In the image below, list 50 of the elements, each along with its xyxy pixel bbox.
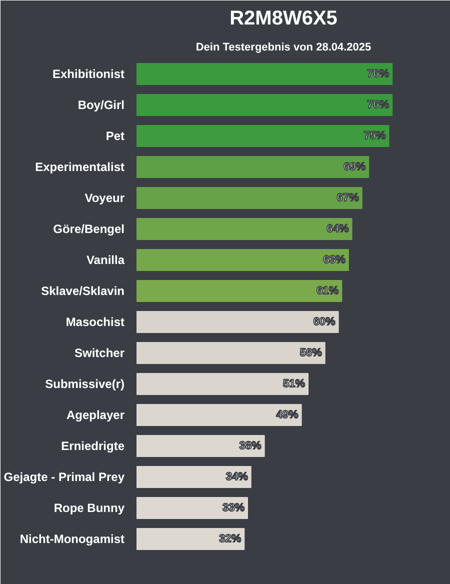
bar <box>136 372 309 396</box>
y-tick-label: Ageplayer <box>66 408 125 422</box>
bar <box>136 404 302 426</box>
y-tick-label: Göre/Bengel <box>53 222 125 236</box>
data-label: 32% <box>219 533 242 545</box>
y-tick-label: Masochist <box>66 315 125 329</box>
y-tick-label: Submissive(r) <box>45 377 125 391</box>
y-tick-label: Nicht-Monogamist <box>20 532 125 546</box>
data-label: 63% <box>323 254 346 266</box>
y-tick-label: Exhibitionist <box>52 67 125 81</box>
data-label: 69% <box>344 161 366 173</box>
data-label: 51% <box>283 378 306 390</box>
y-tick-label: Vanilla <box>86 253 125 267</box>
data-label: 76% <box>367 99 390 111</box>
chart-subtitle: Dein Testergebnis von 28.04.2025 <box>196 42 372 54</box>
data-label: 60% <box>313 316 336 328</box>
y-tick-label: Erniedrigte <box>61 439 125 453</box>
bar <box>136 280 342 302</box>
y-tick-label: Gejagte - Primal Prey <box>4 470 125 484</box>
data-label: 64% <box>326 223 350 235</box>
data-label: 56% <box>300 347 322 359</box>
bar <box>136 342 326 364</box>
data-label: 76% <box>367 68 390 80</box>
bar <box>136 310 339 334</box>
bar <box>136 496 248 520</box>
bar <box>136 124 390 148</box>
y-tick-label: Experimentalist <box>35 160 125 174</box>
y-tick-label: Sklave/Sklavin <box>41 284 124 298</box>
bar <box>136 248 349 272</box>
bar <box>136 62 393 86</box>
y-tick-label: Boy/Girl <box>78 98 125 112</box>
bar <box>136 434 265 458</box>
bar <box>136 156 370 178</box>
data-label: 38% <box>239 440 262 452</box>
data-label: 49% <box>276 409 299 421</box>
data-label: 34% <box>226 471 248 483</box>
bar <box>136 528 245 550</box>
data-label: 33% <box>222 502 245 514</box>
y-tick-label: Pet <box>106 129 125 143</box>
data-label: 67% <box>336 192 360 204</box>
bar <box>136 94 393 116</box>
y-tick-label: Voyeur <box>84 191 125 205</box>
y-tick-label: Switcher <box>74 346 125 360</box>
bar <box>136 466 252 488</box>
data-label: 75% <box>364 130 386 142</box>
bar <box>136 186 362 210</box>
chart-title: R2M8W6X5 <box>230 8 338 30</box>
bar <box>136 218 352 240</box>
data-label: 61% <box>316 285 339 297</box>
y-tick-label: Rope Bunny <box>54 501 125 515</box>
